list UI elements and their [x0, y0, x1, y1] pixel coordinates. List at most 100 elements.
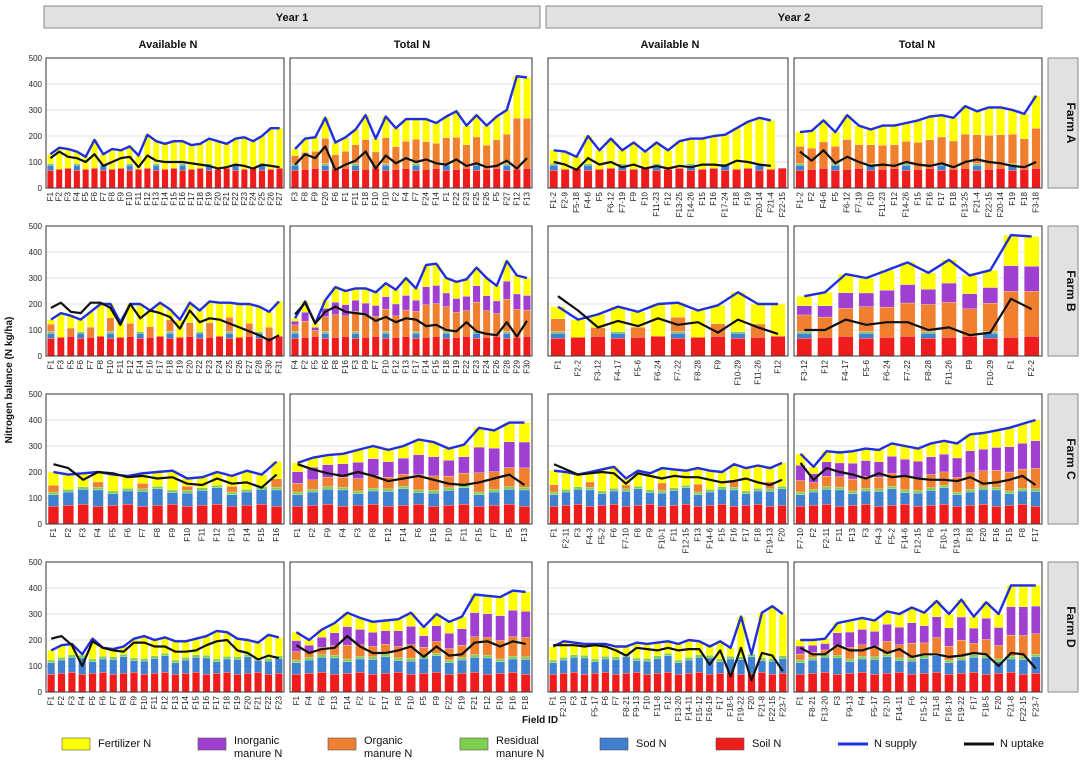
- y-tick-label: 400: [29, 584, 43, 593]
- bar-segment-soil: [73, 170, 81, 189]
- farm-a-label: Farm A: [1064, 103, 1078, 144]
- bar-segment-organic: [186, 322, 194, 337]
- bar-segment-fertilizer: [462, 125, 471, 145]
- bar-segment-soil: [223, 168, 231, 189]
- panel-farm-c-year1-total: F1 F2 F9 F4 F3 F8 F12 F14 F6 F16 F10 F11 F15 F7 F5 F13: [289, 393, 533, 542]
- bar-segment-soil: [887, 505, 897, 525]
- bar-segment-inorganic: [956, 616, 966, 641]
- bar-segment-inorganic: [900, 459, 910, 477]
- bar-segment-soil: [570, 337, 586, 357]
- x-tick-label: F1: [46, 359, 55, 369]
- bar-segment-soil: [137, 506, 149, 525]
- bar-segment-soil: [1019, 169, 1029, 189]
- bar-segment-organic: [291, 483, 304, 493]
- x-tick-label: F6: [90, 191, 99, 201]
- x-tick-label: F12-15: [682, 527, 691, 553]
- bar-segment-sod: [570, 657, 578, 673]
- legend-label: Organic manure N: [364, 735, 412, 760]
- x-tick-label: F10: [371, 191, 380, 205]
- bar-segment-soil: [981, 674, 991, 693]
- bar-segment-sod: [122, 490, 134, 505]
- x-tick-label: F7: [368, 695, 377, 705]
- x-tick-label: F7-22: [674, 359, 683, 380]
- bar-segment-residual: [681, 485, 691, 488]
- bar-segment-sod: [382, 491, 394, 507]
- bar-segment-organic: [265, 326, 273, 338]
- x-tick-label: F16: [178, 191, 187, 205]
- bar-segment-residual: [991, 487, 1002, 491]
- bar-segment-soil: [212, 673, 221, 693]
- bar-segment-fertilizer: [996, 107, 1006, 135]
- x-axis-title: Field ID: [522, 715, 558, 726]
- bar-segment-sod: [858, 332, 874, 339]
- bar-segment-sod: [795, 662, 805, 675]
- y-tick-label: 0: [38, 352, 43, 361]
- x-tick-label: F4: [858, 695, 867, 705]
- farm-strip-c: Farm C: [1047, 393, 1079, 525]
- bar-segment-organic: [402, 309, 410, 337]
- legend-item-soil: Soil N: [715, 737, 781, 751]
- bar-segment-fertilizer: [311, 137, 319, 152]
- bar-segment-inorganic: [462, 296, 471, 311]
- bar-segment-inorganic: [991, 447, 1002, 471]
- bar-segment-soil: [77, 338, 85, 357]
- bar-segment-soil: [249, 168, 257, 189]
- bar-segment-residual: [1030, 488, 1041, 492]
- x-tick-label: F12: [664, 695, 673, 709]
- bar-segment-residual: [119, 654, 128, 658]
- bar-segment-soil: [181, 673, 190, 693]
- bar-segment-sod: [808, 491, 819, 506]
- bar-segment-fertilizer: [267, 128, 275, 170]
- bar-segment-residual: [412, 489, 425, 493]
- bar-segment-soil: [996, 168, 1006, 189]
- panel-frame: [45, 225, 285, 357]
- legend-item-organic: Organic manure N: [327, 735, 412, 760]
- bar-segment-residual: [550, 331, 566, 334]
- bar-segment-sod: [355, 658, 365, 673]
- bar-segment-residual: [68, 654, 76, 658]
- bar-segment-residual: [882, 654, 892, 658]
- bar-segment-inorganic: [412, 300, 420, 312]
- bar-segment-organic: [311, 330, 319, 337]
- bar-segment-sod: [549, 662, 558, 675]
- bar-segment-soil: [241, 169, 248, 189]
- bar-segment-fertilizer: [753, 465, 763, 489]
- bar-segment-sod: [609, 490, 619, 505]
- x-tick-label: F9-13: [632, 695, 641, 716]
- bar-segment-sod: [412, 164, 420, 171]
- bar-segment-fertilizer: [170, 141, 178, 169]
- bar-segment-residual: [469, 654, 480, 658]
- bar-segment-soil: [984, 169, 994, 189]
- panel-frame: [547, 225, 789, 357]
- bar-segment-sod: [243, 656, 252, 674]
- bar-segment-fertilizer: [108, 148, 116, 170]
- bar-segment-fertilizer: [952, 443, 962, 459]
- bar-segment-sod: [919, 658, 929, 674]
- bar-segment-sod: [47, 662, 56, 675]
- bar-segment-sod: [99, 658, 107, 673]
- bar-segment-fertilizer: [1019, 113, 1029, 139]
- bar-segment-sod: [965, 491, 976, 506]
- bar-segment-soil: [368, 674, 378, 693]
- bar-segment-inorganic: [488, 447, 500, 472]
- x-tick-label: F6: [610, 527, 619, 537]
- bar-segment-soil: [99, 170, 107, 189]
- bar-segment-organic: [508, 636, 518, 657]
- bar-segment-sod: [1030, 491, 1041, 507]
- y-tick-label: 0: [38, 184, 43, 193]
- x-tick-label: F30: [265, 359, 274, 373]
- bar-segment-soil: [795, 506, 806, 525]
- bar-segment-fertilizer: [709, 135, 718, 169]
- x-tick-label: F4: [78, 695, 87, 705]
- bar-segment-residual: [633, 486, 643, 490]
- bar-segment-organic: [982, 303, 998, 332]
- x-tick-label: F9: [432, 695, 441, 705]
- bar-segment-fertilizer: [890, 125, 899, 145]
- bar-segment-sod: [894, 660, 904, 673]
- panel-frame: [793, 561, 1043, 693]
- bar-segment-soil: [196, 168, 204, 189]
- bar-segment-soil: [179, 170, 186, 189]
- bar-segment-soil: [211, 504, 223, 525]
- bar-segment-organic: [1031, 633, 1041, 655]
- bar-segment-soil: [832, 674, 842, 693]
